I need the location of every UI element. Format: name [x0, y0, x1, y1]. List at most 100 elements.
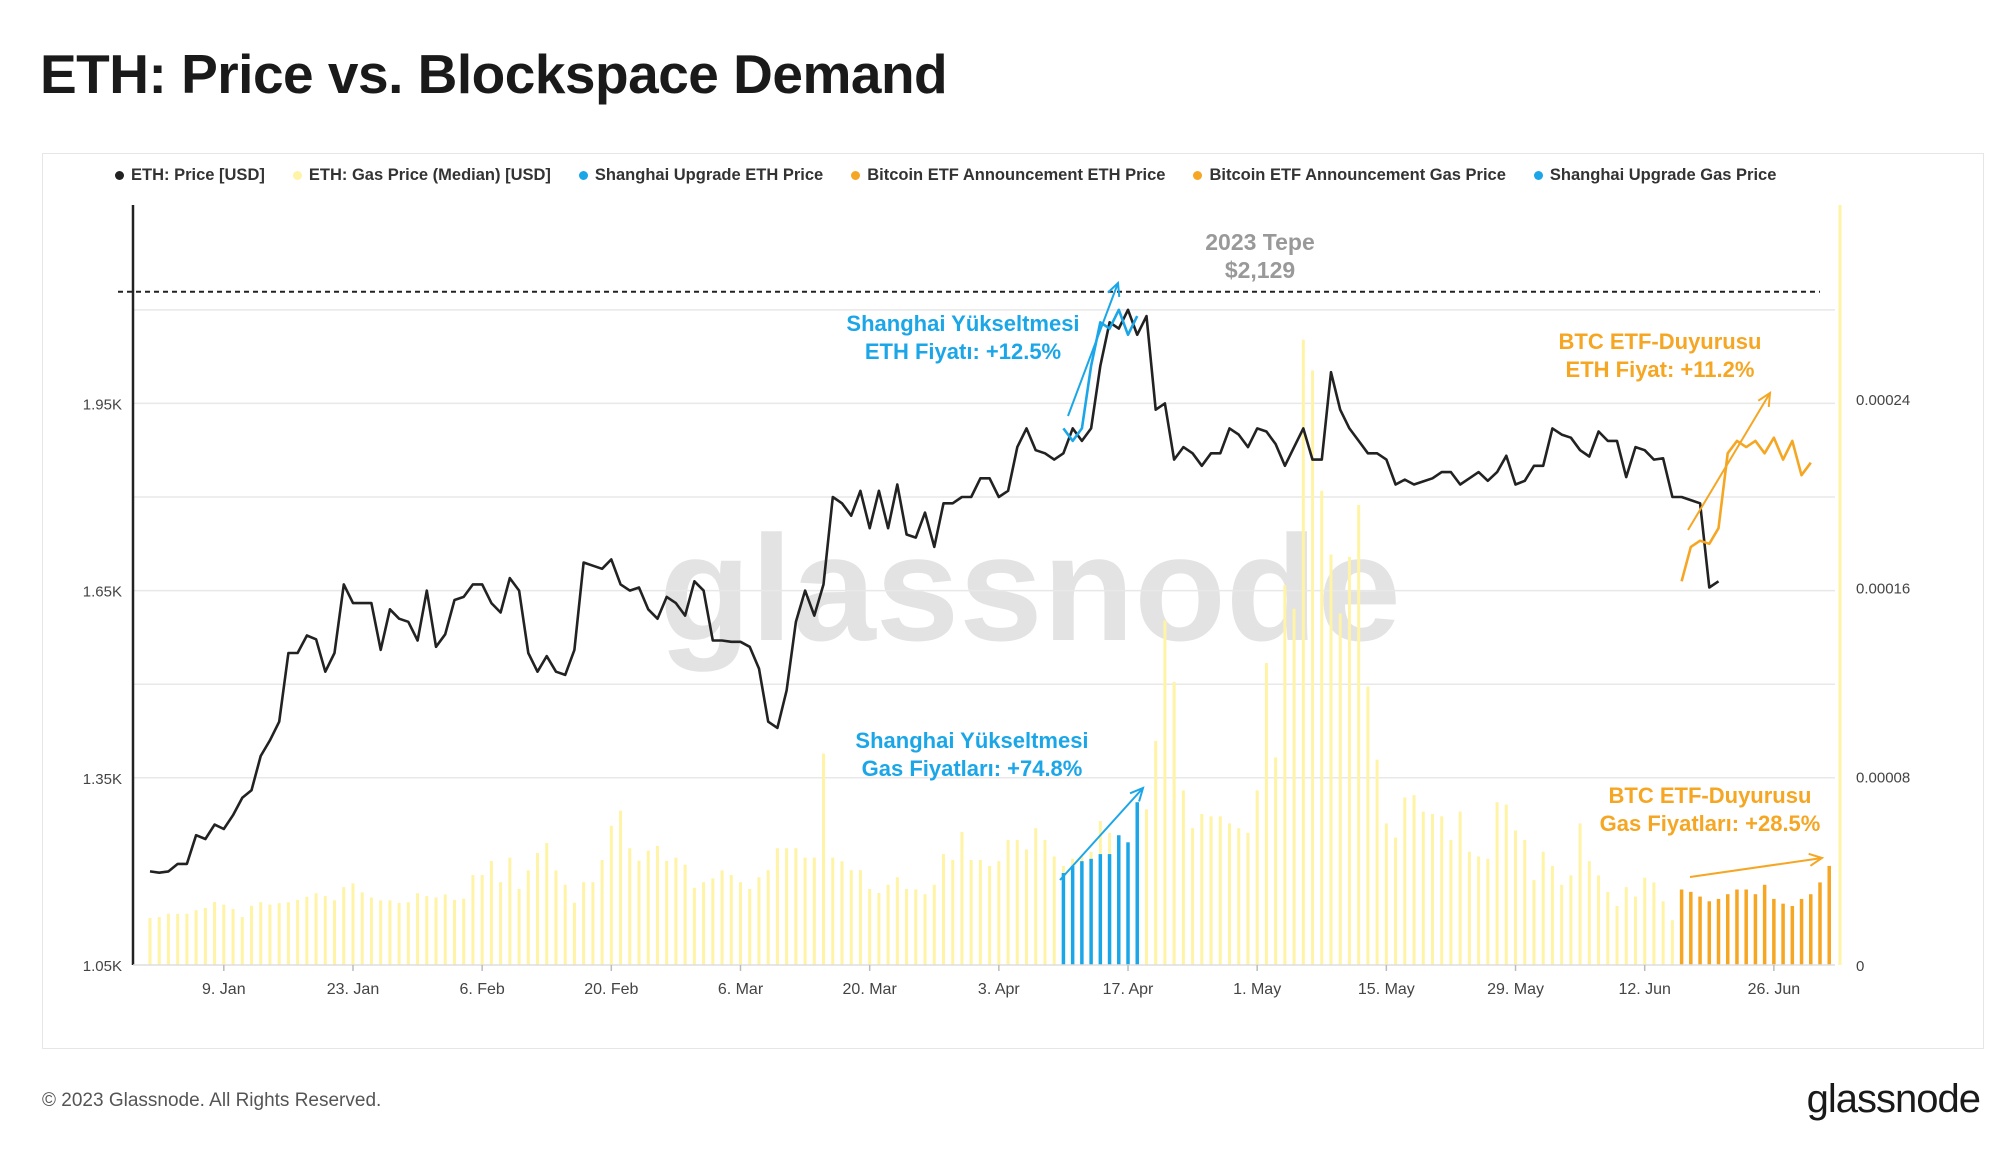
btc-gas-arrow: [1689, 857, 1823, 878]
gas-bar: [499, 882, 503, 965]
shanghai-gas-arrow: [1059, 787, 1144, 881]
gas-bar: [1006, 839, 1010, 965]
gas-bar: [1449, 839, 1453, 965]
gas-bar: [1384, 823, 1388, 965]
gas-bar: [831, 857, 835, 965]
gas-bar: [517, 889, 521, 965]
legend-label: ETH: Gas Price (Median) [USD]: [308, 166, 551, 184]
gas-bar: [969, 860, 973, 965]
legend-item-gas-price[interactable]: ETH: Gas Price (Median) [USD]: [292, 166, 551, 185]
gas-bar: [1338, 613, 1342, 965]
shanghai-eth-annotation-line1: Shanghai Yükseltmesi: [846, 311, 1079, 336]
gas-bar: [1633, 896, 1637, 965]
legend-item-shanghai-gas-price[interactable]: Shanghai Upgrade Gas Price: [1533, 166, 1776, 185]
gas-bar: [886, 884, 890, 965]
gas-bar: [1707, 901, 1712, 965]
peak-label-line1: 2023 Tepe: [1205, 229, 1315, 255]
gas-bar: [1181, 790, 1185, 965]
arrow-head-icon: [1107, 280, 1121, 298]
gas-bar: [425, 896, 429, 965]
gas-bar: [1716, 898, 1721, 965]
gas-bar: [1311, 370, 1315, 965]
x-tick-label: 20. Mar: [843, 981, 898, 998]
gas-bar: [1560, 884, 1564, 965]
gas-bar: [1329, 554, 1333, 965]
x-tick-label: 23. Jan: [327, 981, 379, 998]
y-left-tick-label: 1.95K: [83, 396, 122, 413]
shanghai-eth-annotation-line2: ETH Fiyatı: +12.5%: [865, 339, 1061, 364]
gas-bar: [1477, 856, 1481, 965]
gas-bar: [259, 902, 263, 965]
gas-bar: [1089, 858, 1093, 965]
gas-bar: [609, 825, 613, 965]
gas-bar: [812, 857, 816, 965]
gas-bar: [692, 887, 696, 965]
gas-bar: [997, 861, 1001, 965]
gas-bar: [1412, 795, 1416, 965]
gas-bar: [941, 854, 945, 965]
gas-bar: [785, 848, 789, 965]
gas-bar: [1357, 504, 1361, 965]
legend-item-eth-price[interactable]: ETH: Price [USD]: [115, 166, 265, 185]
gas-bar: [1744, 889, 1748, 965]
gas-bar: [683, 864, 687, 965]
gas-bar: [1025, 849, 1029, 965]
gas-bar: [1070, 865, 1075, 965]
gas-bar: [342, 887, 346, 965]
gas-bar: [249, 905, 253, 965]
gas-bar: [231, 909, 235, 965]
gas-bar: [1661, 901, 1665, 965]
gas-bar: [563, 884, 567, 965]
gas-bar: [508, 857, 512, 965]
gas-bar: [803, 857, 807, 965]
y-right-tick-label: 0.00024: [1856, 392, 1910, 409]
gas-bar: [720, 870, 724, 965]
gas-bar: [757, 877, 761, 965]
x-tick-label: 9. Jan: [202, 981, 246, 998]
legend-item-btc-etf-eth-price[interactable]: Bitcoin ETF Announcement ETH Price: [851, 166, 1165, 185]
gas-bar: [1541, 851, 1545, 965]
x-tick-label: 6. Feb: [459, 981, 504, 998]
legend-item-btc-etf-gas-price[interactable]: Bitcoin ETF Announcement Gas Price: [1193, 166, 1506, 185]
gas-bar: [1246, 832, 1250, 965]
gas-bar: [905, 889, 909, 965]
gas-bar: [489, 860, 493, 965]
legend-dot-icon: [292, 171, 302, 180]
gas-bar: [1624, 887, 1628, 965]
gas-bar: [452, 899, 456, 965]
gas-bar: [157, 917, 161, 965]
gas-bar: [1689, 891, 1693, 965]
y-right-tick-label: 0.00008: [1856, 769, 1910, 786]
legend-dot-icon: [1533, 171, 1543, 180]
gas-bar: [333, 900, 337, 965]
legend-label: ETH: Price [USD]: [131, 166, 265, 184]
arrow-head-icon: [1808, 852, 1825, 867]
gas-bar: [1652, 882, 1656, 965]
peak-label-line2: $2,129: [1225, 257, 1295, 283]
gas-bar: [895, 877, 899, 965]
btc-gas-annotation-line2: Gas Fiyatları: +28.5%: [1600, 811, 1821, 836]
page-title: ETH: Price vs. Blockspace Demand: [40, 43, 948, 105]
x-tick-label: 26. Jun: [1748, 981, 1800, 998]
gas-bar: [203, 907, 207, 965]
legend-dot-icon: [115, 171, 124, 180]
gas-bar: [748, 889, 752, 965]
gas-bar: [1550, 865, 1554, 965]
gas-bar: [1375, 759, 1379, 965]
gas-bar: [379, 900, 383, 965]
gas-bar: [1394, 837, 1398, 965]
y-left-tick-label: 1.35K: [83, 771, 122, 788]
legend-item-shanghai-eth-price[interactable]: Shanghai Upgrade ETH Price: [578, 166, 823, 185]
gas-bar: [840, 861, 844, 965]
legend-dot-icon: [1193, 171, 1203, 180]
gas-bar: [194, 910, 198, 965]
gas-bar: [434, 897, 438, 965]
gas-bar: [738, 882, 742, 965]
gas-bar: [1015, 839, 1019, 965]
gas-bar: [637, 860, 641, 965]
gas-bar: [1274, 757, 1278, 965]
gas-bar: [1827, 865, 1831, 965]
gas-bar: [1725, 894, 1730, 965]
x-tick-label: 1. May: [1233, 981, 1281, 998]
